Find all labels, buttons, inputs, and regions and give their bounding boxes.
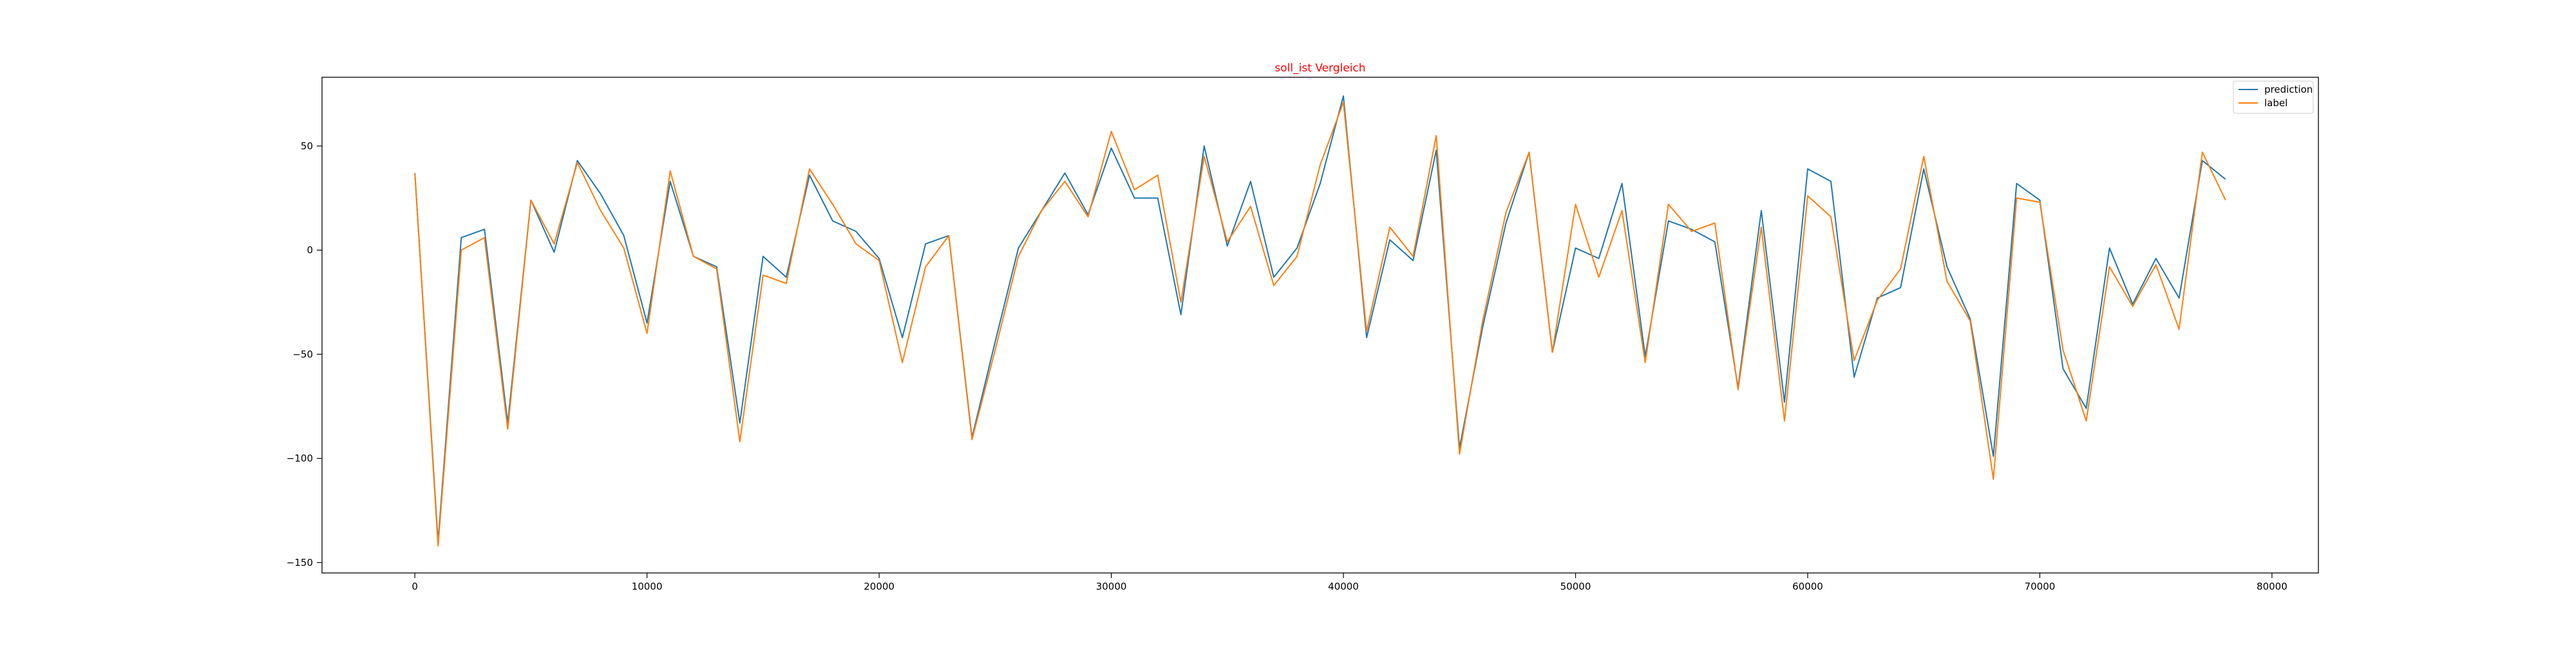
y-tick-label: −150	[287, 557, 313, 568]
chart-title: soll_ist Vergleich	[1274, 62, 1365, 75]
axis-layer: 0 10000 20000 30000 40000 50000 60000 70000 8000…	[287, 140, 2287, 592]
x-tick-label: 30000	[1096, 581, 1127, 592]
legend: prediction label	[2233, 80, 2314, 114]
series-line-label	[414, 101, 2226, 547]
x-tick-label: 70000	[2025, 581, 2056, 592]
y-tick-label: −50	[292, 348, 313, 360]
y-tick-label: 50	[301, 140, 313, 152]
plot-frame	[321, 77, 2319, 574]
y-tick-label: −100	[287, 453, 313, 464]
series-line-prediction	[414, 95, 2226, 543]
legend-label-label: label	[2264, 97, 2287, 109]
x-tick-label: 0	[412, 581, 418, 592]
x-tick-label: 40000	[1328, 581, 1359, 592]
x-tick-label: 60000	[1792, 581, 1823, 592]
series-layer	[414, 95, 2226, 547]
x-tick-label: 50000	[1560, 581, 1591, 592]
x-tick-label: 10000	[632, 581, 663, 592]
y-tick-label: 0	[307, 245, 313, 256]
legend-label-prediction: prediction	[2264, 84, 2313, 95]
x-tick-label: 20000	[864, 581, 895, 592]
x-tick-label: 80000	[2257, 581, 2287, 592]
